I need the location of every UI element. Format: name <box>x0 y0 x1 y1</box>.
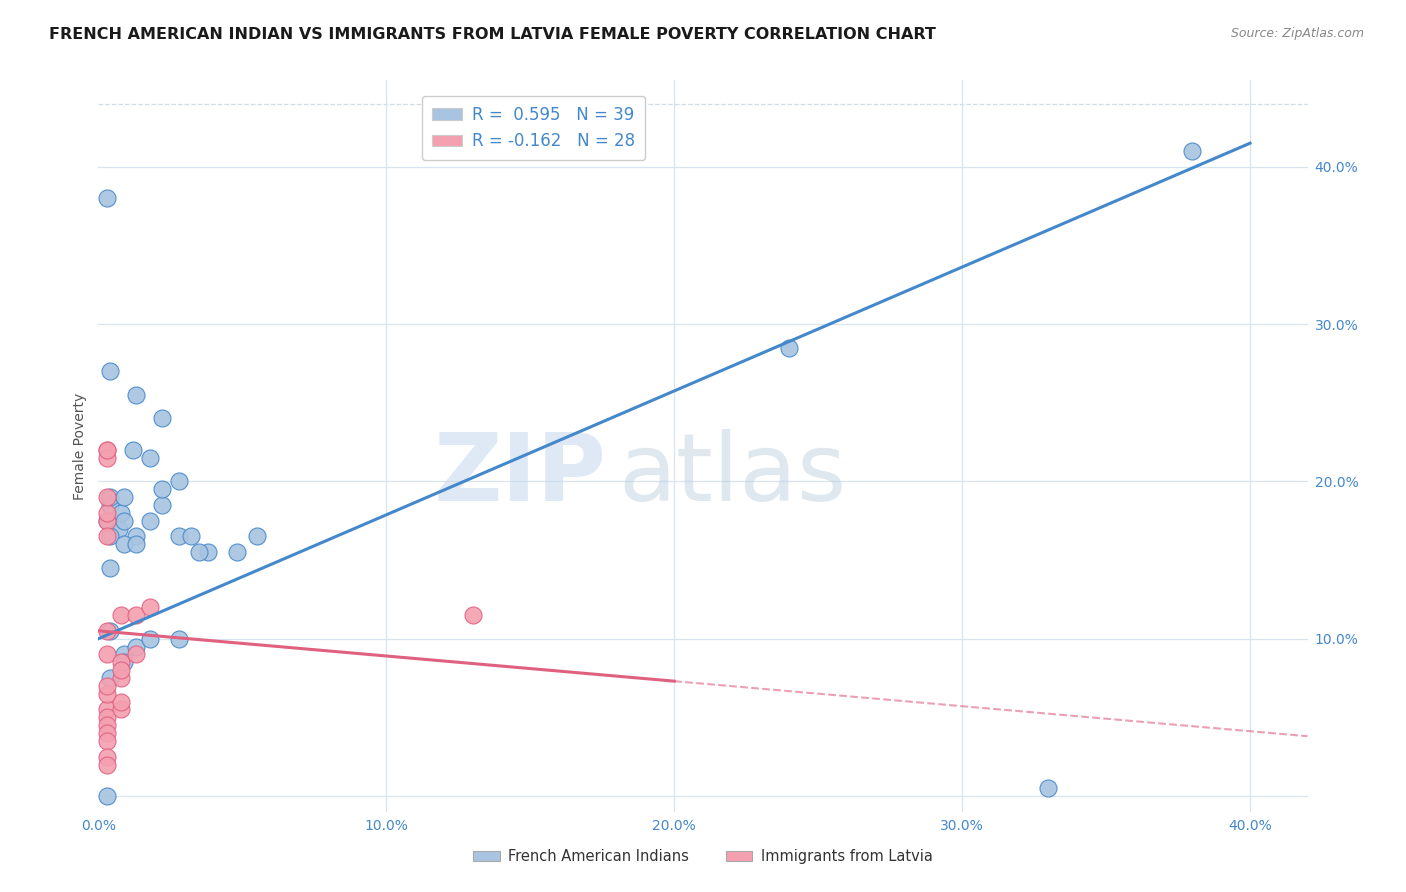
Point <box>112 655 135 669</box>
Point <box>112 537 135 551</box>
Point <box>110 608 132 623</box>
Point <box>96 450 118 465</box>
Point <box>96 734 118 748</box>
Point <box>150 482 173 496</box>
Legend: French American Indians, Immigrants from Latvia: French American Indians, Immigrants from… <box>468 844 938 871</box>
Point <box>461 608 484 623</box>
Y-axis label: Female Poverty: Female Poverty <box>73 392 87 500</box>
Point <box>98 671 121 685</box>
Point <box>98 498 121 512</box>
Point <box>96 648 118 662</box>
Point <box>96 529 118 543</box>
Point <box>110 702 132 716</box>
Point <box>96 757 118 772</box>
Point <box>150 411 173 425</box>
Point <box>112 490 135 504</box>
Point <box>110 695 132 709</box>
Point <box>139 450 162 465</box>
Point <box>107 522 129 536</box>
Point <box>96 789 118 803</box>
Point <box>112 648 135 662</box>
Point <box>225 545 247 559</box>
Point <box>96 687 118 701</box>
Point <box>122 442 145 457</box>
Point <box>96 191 118 205</box>
Text: Source: ZipAtlas.com: Source: ZipAtlas.com <box>1230 27 1364 40</box>
Text: ZIP: ZIP <box>433 429 606 521</box>
Point <box>139 600 162 615</box>
Point <box>96 506 118 520</box>
Point <box>96 718 118 732</box>
Point <box>125 537 148 551</box>
Point <box>98 529 121 543</box>
Point <box>110 506 132 520</box>
Point <box>98 364 121 378</box>
Text: atlas: atlas <box>619 429 846 521</box>
Point <box>125 648 148 662</box>
Point <box>112 514 135 528</box>
Point <box>110 663 132 677</box>
Point <box>1181 144 1204 158</box>
Point <box>96 490 118 504</box>
Point <box>167 475 190 489</box>
Point <box>1038 781 1060 796</box>
Point <box>167 529 190 543</box>
Point <box>125 388 148 402</box>
Point <box>167 632 190 646</box>
Text: FRENCH AMERICAN INDIAN VS IMMIGRANTS FROM LATVIA FEMALE POVERTY CORRELATION CHAR: FRENCH AMERICAN INDIAN VS IMMIGRANTS FRO… <box>49 27 936 42</box>
Point <box>125 608 148 623</box>
Point <box>96 702 118 716</box>
Point <box>96 749 118 764</box>
Point <box>125 529 148 543</box>
Point <box>197 545 219 559</box>
Point <box>98 561 121 575</box>
Point <box>139 632 162 646</box>
Point <box>778 341 800 355</box>
Point <box>96 726 118 740</box>
Point <box>96 442 118 457</box>
Point <box>98 490 121 504</box>
Point <box>98 624 121 638</box>
Point <box>125 640 148 654</box>
Point <box>246 529 269 543</box>
Point <box>96 514 118 528</box>
Point <box>188 545 211 559</box>
Point <box>110 671 132 685</box>
Point <box>139 514 162 528</box>
Point <box>96 679 118 693</box>
Point <box>96 624 118 638</box>
Point <box>150 498 173 512</box>
Point <box>96 442 118 457</box>
Point <box>96 514 118 528</box>
Point <box>180 529 202 543</box>
Point <box>96 710 118 724</box>
Point <box>110 655 132 669</box>
